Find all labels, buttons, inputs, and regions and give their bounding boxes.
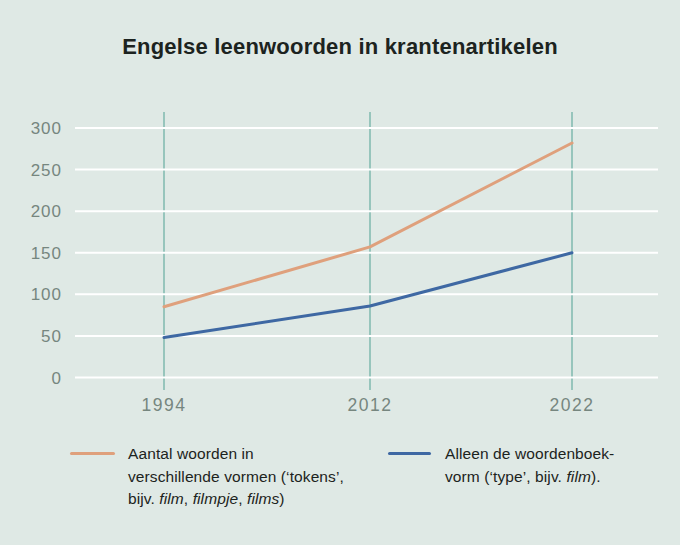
y-axis-tick-label-0: 0 bbox=[52, 369, 62, 388]
legend-label-line: bijv. film, filmpje, films) bbox=[128, 488, 378, 511]
legend-label-tokens: Aantal woorden inverschillende vormen (‘… bbox=[128, 443, 378, 511]
x-axis-label-2022: 2022 bbox=[550, 395, 595, 415]
x-axis-label-1994: 1994 bbox=[142, 395, 187, 415]
legend: Aantal woorden inverschillende vormen (‘… bbox=[0, 443, 680, 533]
legend-label-line: Aantal woorden in bbox=[128, 443, 378, 466]
chart-panel: Engelse leenwoorden in krantenartikelen … bbox=[0, 0, 680, 545]
legend-label-type: Alleen de woordenboek-vorm (‘type’, bijv… bbox=[445, 443, 665, 488]
legend-swatch-type bbox=[388, 452, 431, 455]
legend-label-line: Alleen de woordenboek- bbox=[445, 443, 665, 466]
line-chart: 0 50 100 150 200 250 300 1994 2012 2022 bbox=[0, 0, 680, 432]
legend-item-type: Alleen de woordenboek-vorm (‘type’, bijv… bbox=[388, 443, 665, 488]
legend-item-tokens: Aantal woorden inverschillende vormen (‘… bbox=[70, 443, 378, 511]
legend-swatch-tokens bbox=[70, 452, 115, 455]
legend-label-line: vorm (‘type’, bijv. film). bbox=[445, 466, 665, 489]
y-axis-tick-label-200: 200 bbox=[31, 202, 62, 221]
series-line-tokens bbox=[164, 143, 572, 307]
y-axis-tick-label-300: 300 bbox=[31, 119, 62, 138]
y-axis-tick-label-250: 250 bbox=[31, 161, 62, 180]
x-axis-label-2012: 2012 bbox=[348, 395, 393, 415]
y-axis-tick-label-150: 150 bbox=[31, 244, 62, 263]
line-chart-svg: 0 50 100 150 200 250 300 1994 2012 2022 bbox=[0, 0, 680, 432]
y-axis-tick-label-50: 50 bbox=[41, 327, 62, 346]
y-axis-tick-label-100: 100 bbox=[31, 285, 62, 304]
legend-label-line: verschillende vormen (‘tokens’, bbox=[128, 466, 378, 489]
